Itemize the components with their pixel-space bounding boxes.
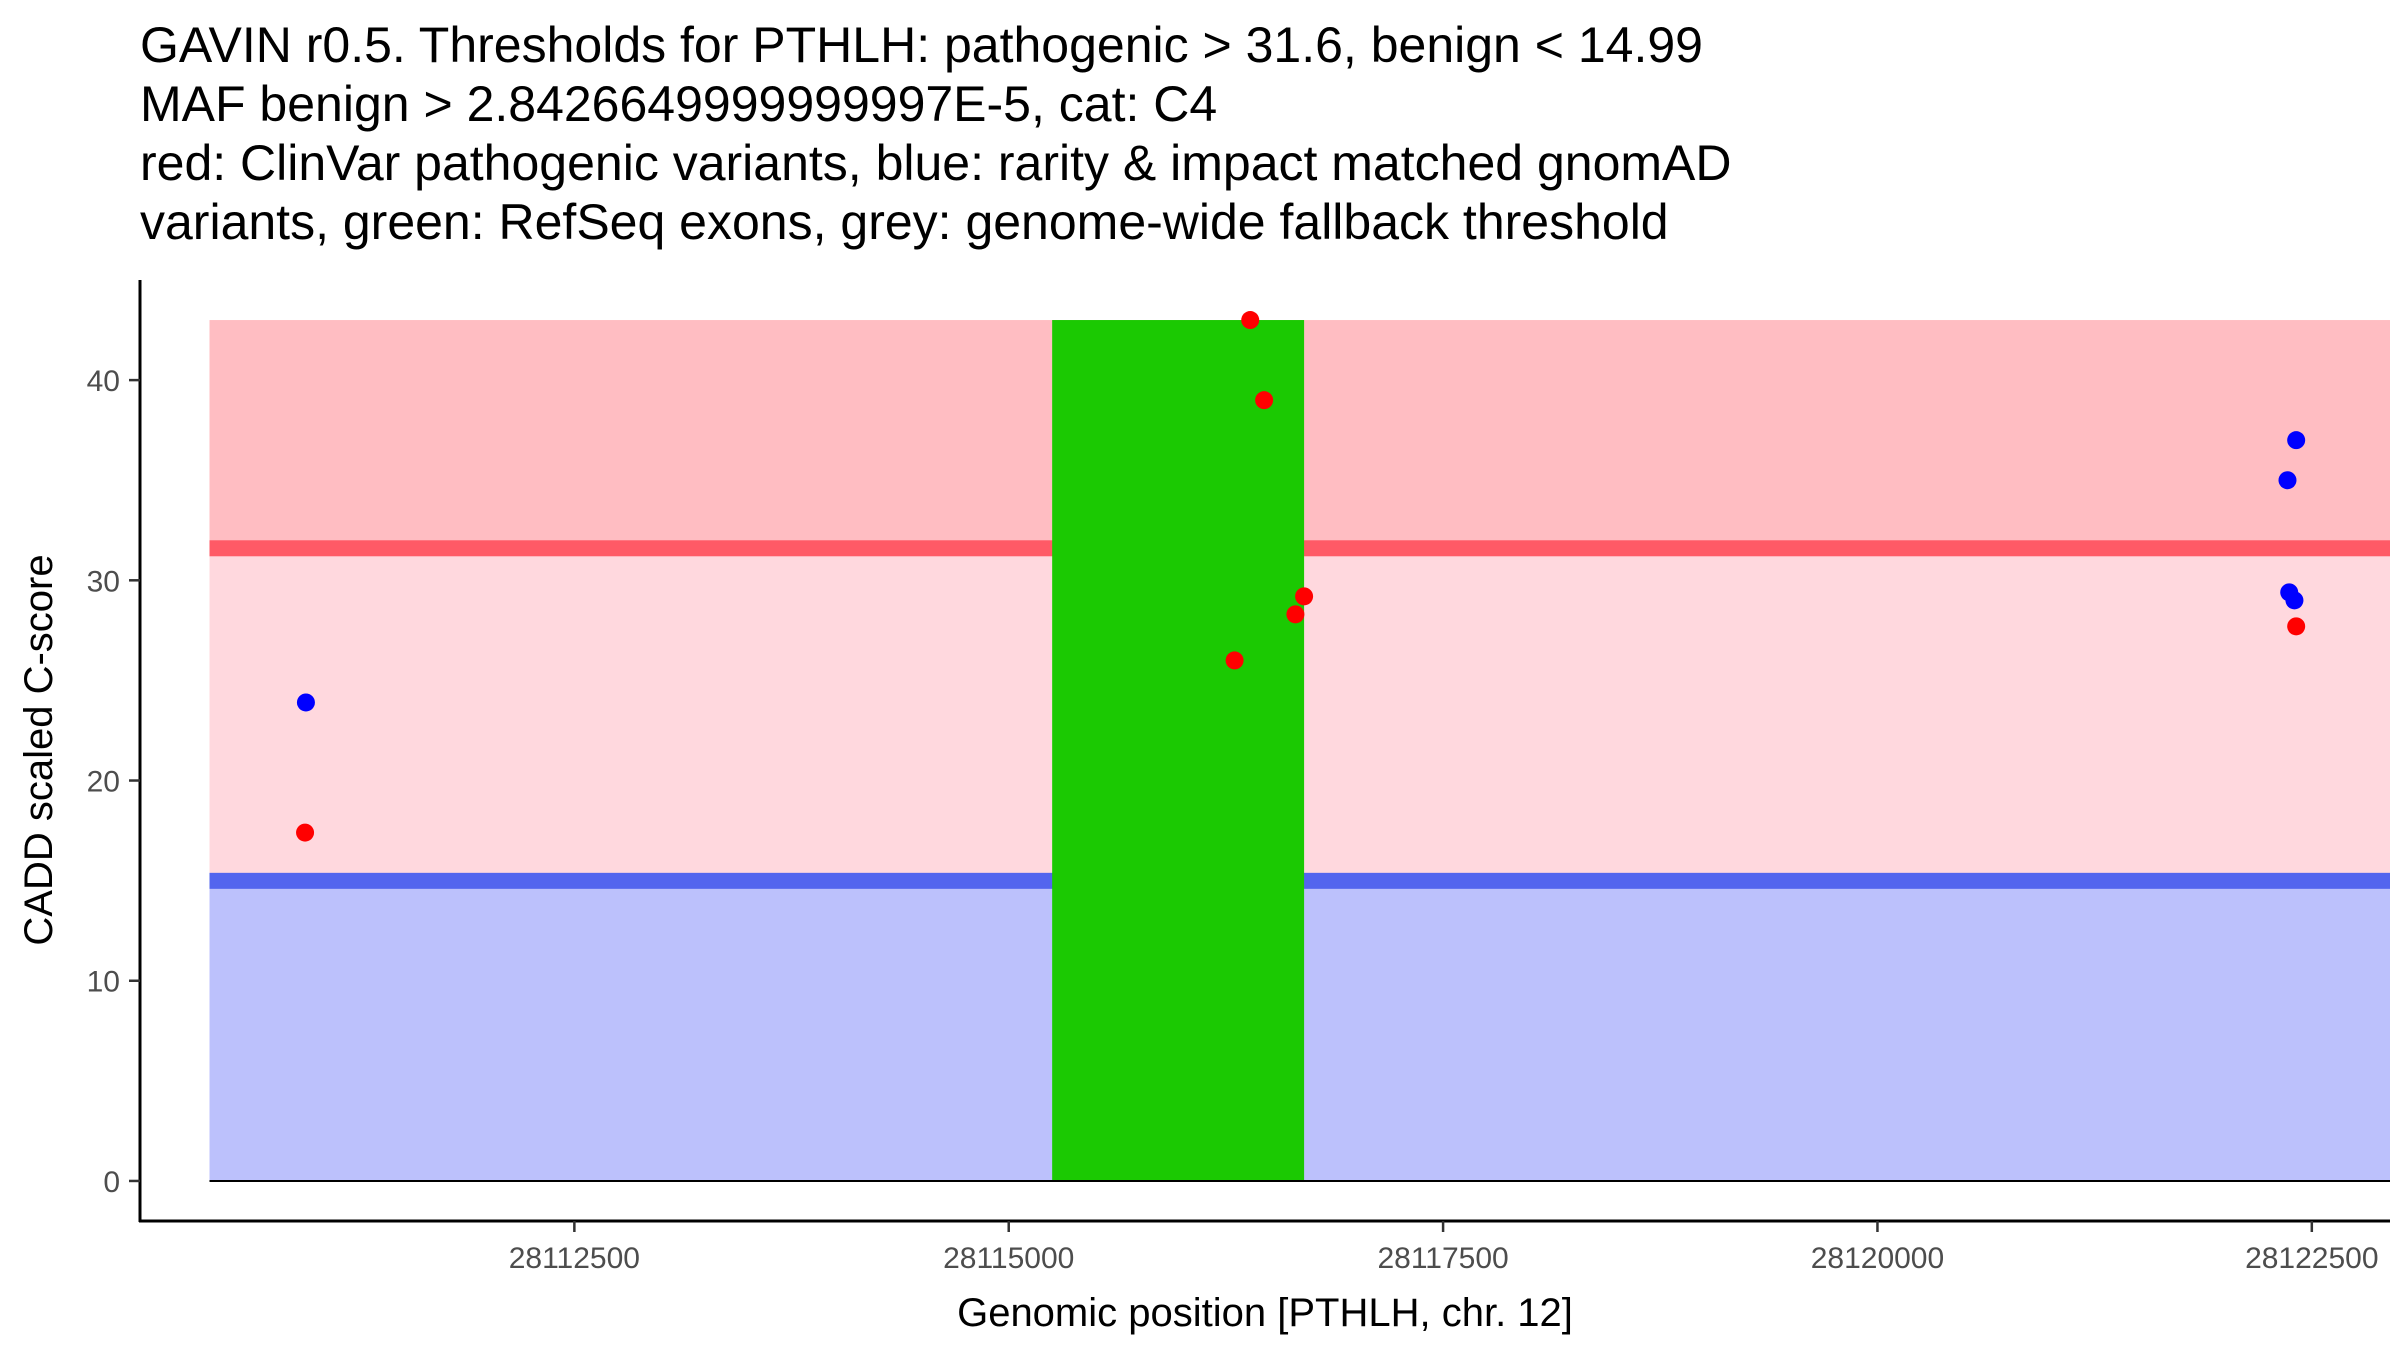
x-tick-label-2: 28115000 bbox=[943, 1242, 1074, 1275]
y-axis-ticks: 0 10 20 30 40 bbox=[87, 365, 140, 1199]
x-tick-label-4: 28120000 bbox=[1811, 1242, 1944, 1275]
x-tick-label-3: 28117500 bbox=[1377, 1242, 1508, 1275]
gnomad-series bbox=[296, 431, 2306, 712]
clinvar-point-2 bbox=[1225, 651, 1244, 670]
title-line-4: variants, green: RefSeq exons, grey: gen… bbox=[140, 194, 1669, 250]
clinvar-point-1 bbox=[296, 823, 315, 842]
y-tick-label-2: 10 bbox=[87, 966, 120, 999]
title-line-3: red: ClinVar pathogenic variants, blue: … bbox=[140, 135, 1731, 191]
clinvar-series bbox=[296, 311, 2306, 842]
gnomad-point-5 bbox=[2285, 591, 2304, 610]
y-axis-label: CADD scaled C-score bbox=[17, 554, 61, 945]
chart-title: GAVIN r0.5. Thresholds for PTHLH: pathog… bbox=[140, 17, 1731, 250]
clinvar-point-7 bbox=[2287, 617, 2306, 636]
x-tick-label-5: 28122500 bbox=[2245, 1242, 2378, 1275]
x-axis-label: Genomic position [PTHLH, chr. 12] bbox=[957, 1291, 1573, 1335]
x-tick-label-1: 28112500 bbox=[509, 1242, 640, 1275]
y-tick-label-5: 40 bbox=[87, 365, 120, 398]
clinvar-point-6 bbox=[1295, 587, 1314, 606]
y-tick-label-1: 0 bbox=[103, 1166, 120, 1199]
x-axis-ticks: 28112500 28115000 28117500 28120000 28122500 bbox=[509, 1221, 2379, 1275]
title-line-1: GAVIN r0.5. Thresholds for PTHLH: pathog… bbox=[140, 17, 1703, 73]
y-tick-label-4: 30 bbox=[87, 565, 120, 598]
clinvar-point-5 bbox=[1286, 605, 1305, 624]
clinvar-point-4 bbox=[1255, 391, 1274, 410]
plot-area bbox=[209, 311, 2391, 1182]
gnomad-point-3 bbox=[2287, 431, 2306, 450]
gnomad-point-1 bbox=[296, 693, 315, 712]
title-line-2: MAF benign > 2.8426649999999997E-5, cat:… bbox=[140, 76, 1217, 132]
exon-1 bbox=[1052, 320, 1305, 1181]
clinvar-point-3 bbox=[1241, 311, 1260, 330]
y-tick-label-3: 20 bbox=[87, 766, 120, 799]
gnomad-point-2 bbox=[2278, 471, 2297, 490]
